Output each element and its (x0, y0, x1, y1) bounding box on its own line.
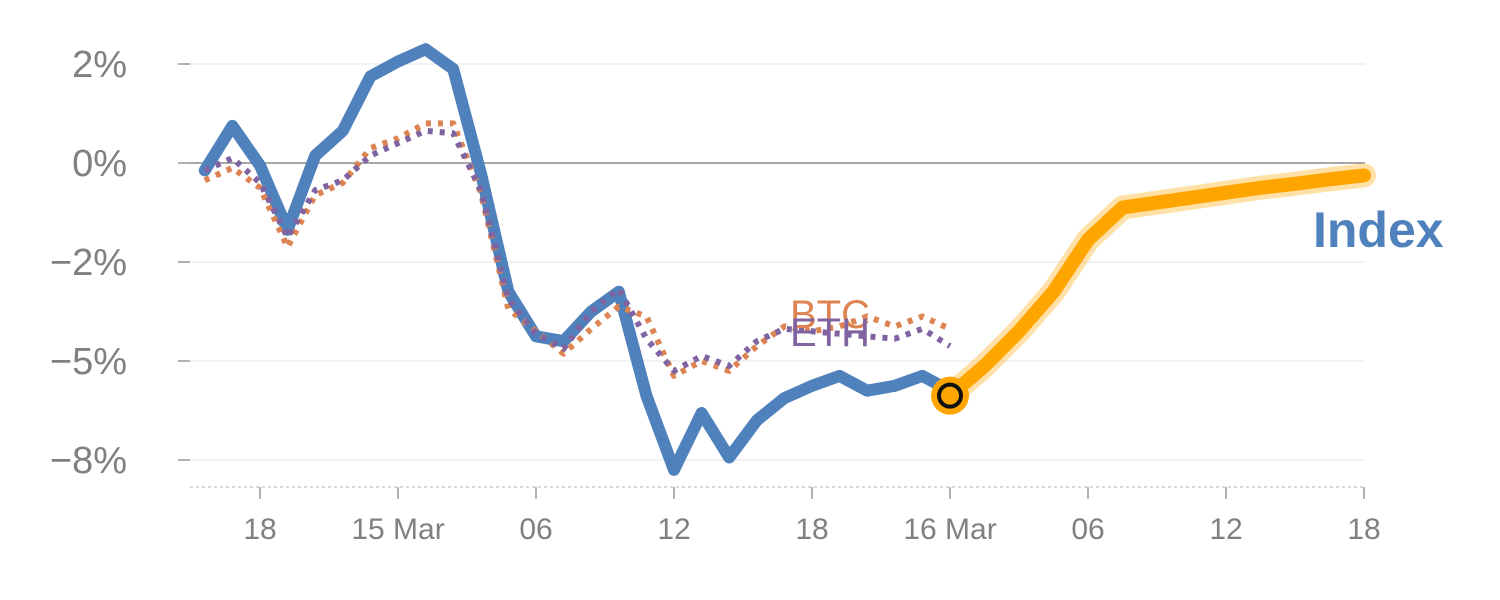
x-tick-label: 06 (519, 513, 552, 546)
series-line-eth (203, 127, 952, 374)
x-tick-label: 12 (1209, 513, 1242, 546)
series-label-eth: ETH (790, 311, 870, 355)
x-tick-label: 18 (1347, 513, 1380, 546)
series-label-btc: BTC (790, 293, 870, 337)
series-line-index (198, 43, 956, 476)
y-tick-label: −2% (50, 242, 127, 284)
series-label-index: Index (1313, 202, 1444, 258)
series-lines (198, 43, 1376, 476)
x-tick-label: 18 (795, 513, 828, 546)
gridlines (190, 63, 1365, 461)
x-tick-label: 06 (1071, 513, 1104, 546)
x-tick-label: 18 (243, 513, 276, 546)
y-tick-label: −5% (50, 341, 127, 383)
y-tick-label: 0% (72, 143, 127, 185)
y-tick-label: 2% (72, 44, 127, 86)
x-tick-label: 16 Mar (903, 513, 996, 546)
axes: 2% 0% −2% −5% −8% 18 15 Mar 06 12 18 16 Mar 06 12 18 (50, 44, 1381, 546)
y-tick-label: −8% (50, 440, 127, 482)
x-tick-label: 12 (657, 513, 690, 546)
current-point-marker (937, 382, 963, 409)
series-line-forecast (943, 168, 1371, 403)
x-tick-label: 15 Mar (351, 513, 444, 546)
